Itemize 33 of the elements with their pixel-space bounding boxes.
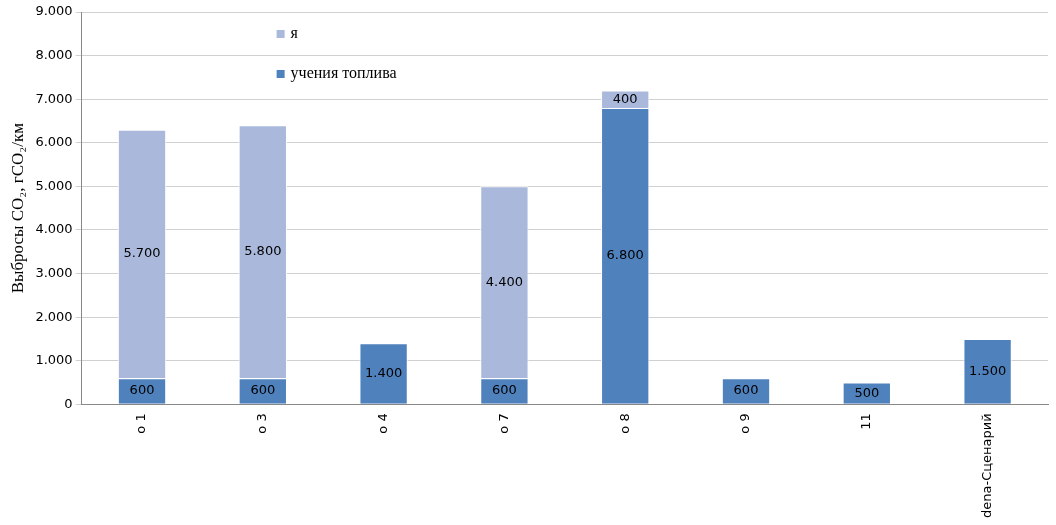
y-tick-label: 9.000 [35,3,73,19]
y-tick-label: 6.000 [35,134,73,150]
data-label: 5.700 [123,245,161,261]
data-label: 4.400 [485,273,524,289]
y-tick-label: 8.000 [35,46,73,62]
data-label: 5.800 [244,243,282,259]
data-label: 400 [612,90,638,106]
data-label: 1.500 [968,362,1007,378]
y-tick-label: 5.000 [35,177,73,193]
x-tick-label: o 9 [737,413,753,434]
x-tick-label: o 3 [254,413,270,434]
data-label: 600 [492,382,517,398]
data-label: 600 [250,382,276,398]
y-tick-label: 4.000 [35,221,73,237]
y-tick-label: 3.000 [35,264,73,280]
legend-label: я [290,24,299,42]
y-axis-title: Выбросы CO₂, гCO₂/км [7,122,27,294]
x-tick-label: 11 [858,413,874,430]
data-label: 1.400 [365,364,403,380]
x-tick-label: o 8 [616,413,632,434]
data-label: 500 [854,384,880,400]
data-label: 6.800 [606,247,644,263]
y-tick-label: 7.000 [35,90,73,106]
data-label: 600 [129,382,155,398]
y-tick-label: 2.000 [35,308,73,324]
legend-label: учения топлива [290,64,397,83]
x-tick-label: dena-Сценарий [978,413,994,518]
x-tick-label: o 4 [374,413,390,434]
x-tick-label: o 1 [133,413,149,434]
y-tick-label: 0 [64,395,73,411]
y-tick-label: 1.000 [35,352,73,368]
data-label: 600 [733,382,759,398]
x-tick-label: o 7 [495,413,511,434]
